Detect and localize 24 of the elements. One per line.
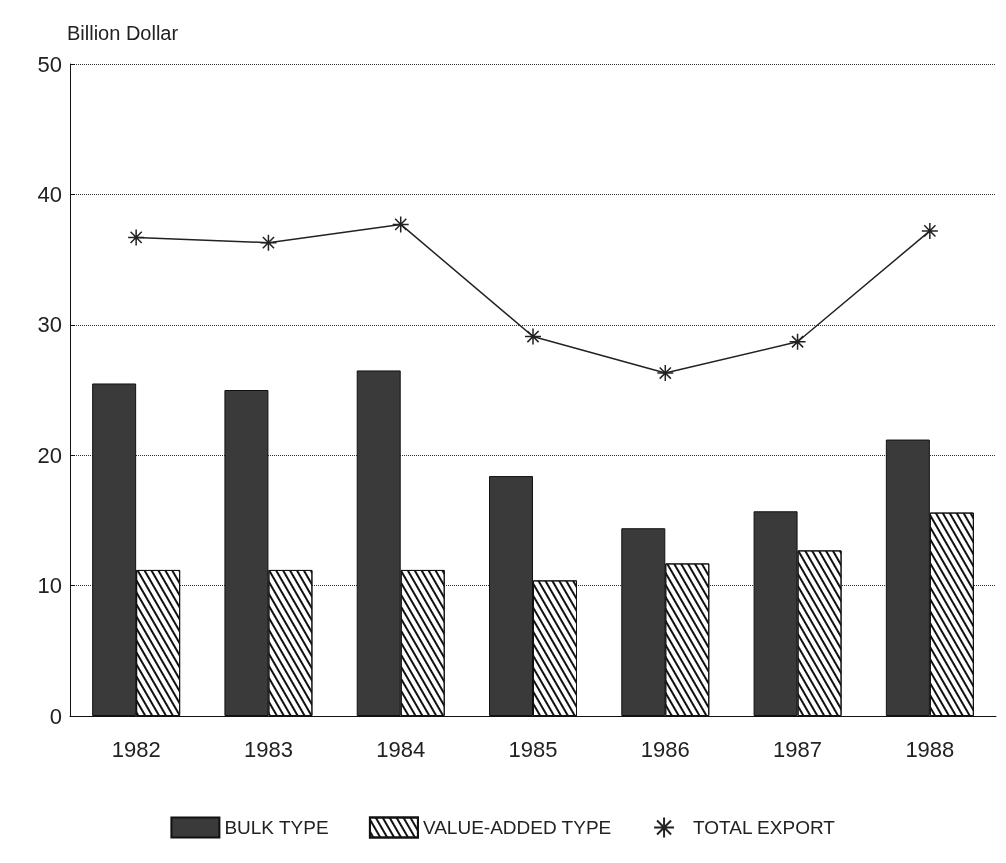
legend-label: TOTAL EXPORT <box>693 817 836 838</box>
y-tick-label: 50 <box>37 51 62 77</box>
y-tick-label: 40 <box>37 181 62 207</box>
x-tick-label: 1982 <box>111 736 161 762</box>
point <box>524 327 542 346</box>
y-tick-label: 10 <box>37 573 62 599</box>
y-tick-label: 20 <box>37 442 62 468</box>
y-tick-label: 0 <box>49 703 62 729</box>
x-tick-label: 1987 <box>773 736 823 762</box>
point <box>656 364 675 382</box>
x-tick-label: 1983 <box>243 736 293 762</box>
legend-label: BULK TYPE <box>224 817 329 838</box>
point <box>391 215 410 234</box>
legend-label: VALUE-ADDED TYPE <box>422 817 612 838</box>
point <box>921 222 939 240</box>
point <box>259 233 278 252</box>
x-tick-label: 1988 <box>905 736 955 762</box>
y-tick-label: 30 <box>37 312 62 338</box>
x-tick-label: 1984 <box>376 736 426 762</box>
x-tick-label: 1985 <box>508 736 558 762</box>
y-axis-title: Billion Dollar <box>67 22 179 44</box>
point <box>127 228 145 247</box>
point <box>788 333 807 351</box>
x-tick-label: 1986 <box>640 736 690 762</box>
